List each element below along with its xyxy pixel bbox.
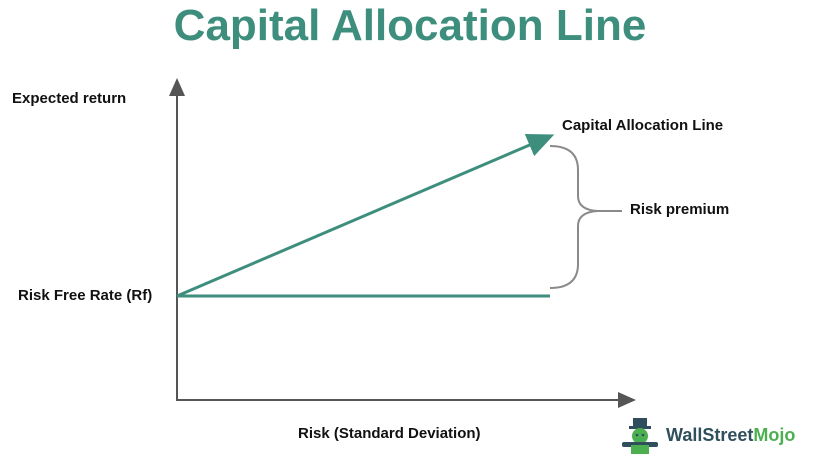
logo-text-part2: Mojo	[753, 425, 796, 445]
x-axis-label: Risk (Standard Deviation)	[298, 425, 481, 442]
risk-free-rate-label: Risk Free Rate (Rf)	[18, 287, 153, 304]
cal-label: Capital Allocation Line	[562, 117, 724, 134]
wallstreetmojo-logo: WallStreetMojo	[620, 416, 816, 456]
risk-premium-bracket	[549, 145, 622, 289]
y-axis-label: Expected return	[12, 90, 127, 107]
logo-mascot-icon	[622, 418, 658, 454]
risk-premium-label: Risk premium	[630, 201, 730, 218]
logo-text: WallStreetMojo	[666, 425, 795, 446]
logo-text-part1: WallStreet	[666, 425, 754, 445]
diagram-title: Capital Allocation Line	[173, 1, 647, 50]
capital-allocation-line	[176, 134, 555, 298]
